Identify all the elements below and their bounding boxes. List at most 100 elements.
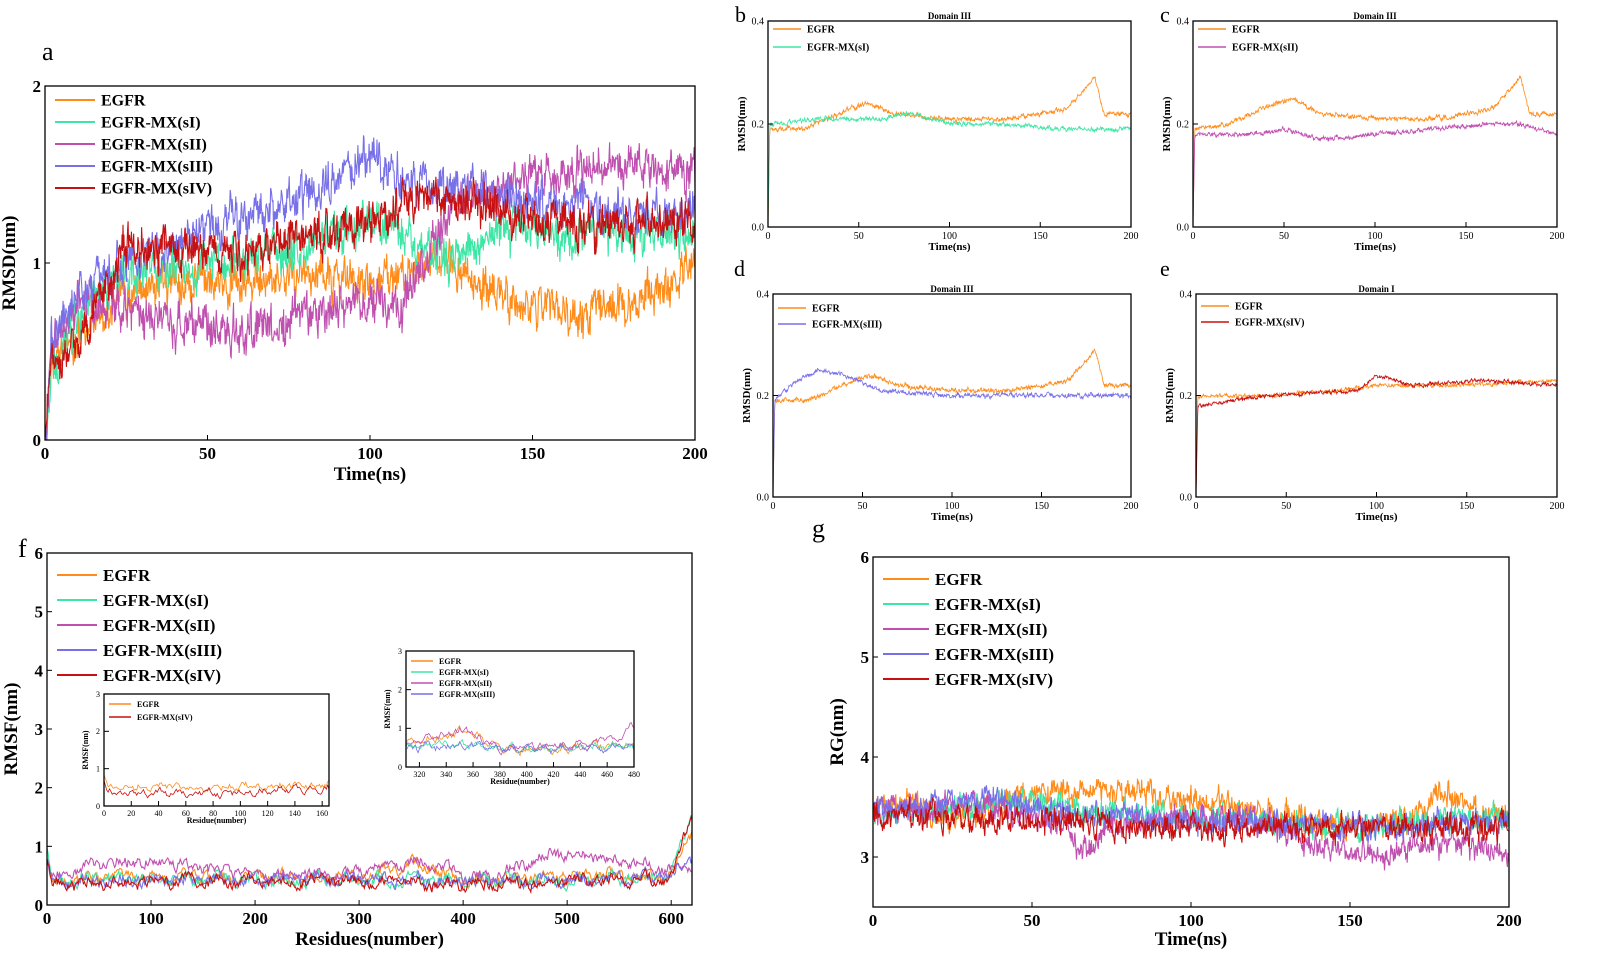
y-tick-label: 3	[861, 848, 870, 867]
legend-entry: EGFR	[103, 566, 151, 585]
legend-entry: EGFR-MX(sIII)	[439, 690, 495, 699]
plot-frame	[405, 650, 635, 768]
x-axis-label: Residue(number)	[490, 777, 550, 786]
chart-f_inset2: 320 340 360 380 400 420 440 460 480 0 1 2 3 Residue(n…	[383, 647, 640, 786]
x-tick-label: 160	[316, 809, 328, 818]
x-tick-label: 200	[1496, 911, 1522, 930]
x-tick-label: 200	[1550, 501, 1565, 512]
y-tick-label: 0.0	[757, 493, 770, 504]
y-tick-label: 0	[33, 431, 42, 450]
x-tick-label: 50	[858, 501, 868, 512]
y-tick-label: 0.2	[757, 391, 770, 402]
y-tick-label: 1	[33, 254, 42, 273]
legend-entry: EGFR	[807, 25, 836, 36]
series-line	[768, 76, 1131, 227]
x-tick-label: 50	[1279, 231, 1289, 242]
y-tick-label: 0.2	[752, 120, 765, 131]
x-tick-label: 500	[554, 909, 580, 928]
y-tick-label: 0	[398, 763, 402, 772]
series-line	[773, 367, 1131, 497]
x-tick-label: 100	[138, 909, 164, 928]
x-tick-label: 0	[771, 501, 776, 512]
series-line	[406, 722, 634, 756]
legend-entry: EGFR-MX(sII)	[101, 137, 207, 154]
legend-entry: EGFR-MX(sII)	[439, 679, 492, 688]
y-tick-label: 2	[35, 779, 44, 798]
panel-label: c	[1160, 2, 1170, 27]
x-tick-label: 0	[102, 809, 106, 818]
series-line	[773, 348, 1131, 497]
x-tick-label: 0	[869, 911, 878, 930]
series-line	[45, 176, 695, 437]
x-tick-label: 360	[467, 770, 479, 779]
chart-title: Domain III	[928, 11, 972, 21]
x-tick-label: 100	[1368, 231, 1383, 242]
x-tick-label: 300	[346, 909, 372, 928]
y-axis-label: RMSD(nm)	[736, 96, 748, 151]
legend-entry: EGFR-MX(sIII)	[812, 320, 882, 331]
y-tick-label: 1	[398, 724, 402, 733]
y-tick-label: 0	[35, 896, 44, 915]
series-line	[1196, 378, 1557, 497]
y-tick-label: 2	[398, 685, 402, 694]
x-tick-label: 320	[413, 770, 425, 779]
x-tick-label: 150	[520, 444, 546, 463]
series-line	[768, 111, 1131, 227]
legend-entry: EGFR-MX(sI)	[103, 591, 209, 610]
x-tick-label: 340	[440, 770, 452, 779]
x-tick-label: 200	[682, 444, 708, 463]
y-axis-label: RMSD(nm)	[1161, 96, 1173, 151]
x-tick-label: 400	[450, 909, 476, 928]
x-tick-label: 0	[43, 909, 52, 928]
panel-label: e	[1160, 256, 1170, 281]
series-line	[47, 816, 692, 895]
x-tick-label: 380	[494, 770, 506, 779]
y-tick-label: 3	[96, 690, 100, 699]
chart-e: 0 50 100 150 200 0.0 0.2 0.4 Time(ns) RMSD(nm) Dom…	[1160, 256, 1565, 523]
y-tick-label: 3	[398, 647, 402, 656]
y-tick-label: 0.2	[1180, 391, 1193, 402]
series-line	[45, 142, 695, 440]
y-tick-label: 0.4	[757, 290, 770, 301]
x-tick-label: 100	[1369, 501, 1384, 512]
x-tick-label: 120	[262, 809, 274, 818]
panel-label: f	[18, 534, 27, 563]
plot-frame	[103, 693, 330, 807]
chart-c: 0 50 100 150 200 0.0 0.2 0.4 Time(ns) RMSD(nm) Dom…	[1160, 2, 1565, 253]
y-tick-label: 0.0	[752, 223, 765, 234]
x-tick-label: 100	[234, 809, 246, 818]
chart-title: Domain I	[1358, 284, 1395, 294]
y-axis-label: RG(nm)	[827, 698, 848, 766]
chart-g: 0 50 100 150 200 3 4 5 6 Time(ns) RG(nm) g EGFR EGFR-…	[812, 514, 1522, 950]
x-axis-label: Residues(number)	[295, 929, 444, 950]
x-tick-label: 0	[1194, 501, 1199, 512]
y-tick-label: 0.4	[752, 17, 765, 28]
x-tick-label: 20	[127, 809, 135, 818]
y-tick-label: 0.4	[1177, 17, 1190, 28]
x-tick-label: 40	[155, 809, 163, 818]
x-tick-label: 50	[1281, 501, 1291, 512]
legend-entry: EGFR-MX(sIV)	[935, 670, 1053, 689]
x-axis-label: Residue(number)	[187, 816, 247, 825]
x-tick-label: 100	[945, 501, 960, 512]
legend-entry: EGFR-MX(sII)	[935, 620, 1047, 639]
y-tick-label: 2	[96, 727, 100, 736]
x-tick-label: 600	[658, 909, 684, 928]
legend-entry: EGFR	[935, 570, 983, 589]
series-line	[104, 780, 329, 800]
x-tick-label: 200	[1124, 231, 1139, 242]
legend-entry: EGFR-MX(sIV)	[101, 181, 212, 198]
legend-entry: EGFR-MX(sII)	[103, 616, 215, 635]
y-tick-label: 0	[96, 802, 100, 811]
chart-f_inset1: 0 20 40 60 80 100 120 140 160 0 1 2 3 Residue(number)…	[81, 690, 330, 825]
x-tick-label: 100	[357, 444, 383, 463]
x-tick-label: 50	[854, 231, 864, 242]
legend-entry: EGFR-MX(sIII)	[935, 645, 1054, 664]
x-axis-label: Time(ns)	[931, 511, 973, 523]
legend-entry: EGFR-MX(sIV)	[137, 713, 193, 722]
chart-title: Domain III	[930, 284, 974, 294]
x-tick-label: 150	[1459, 231, 1474, 242]
y-axis-label: RMSF(nm)	[81, 730, 90, 769]
chart-b: 0 50 100 150 200 0.0 0.2 0.4 Time(ns) RMSD(nm) Dom…	[735, 2, 1139, 253]
x-tick-label: 150	[1034, 501, 1049, 512]
